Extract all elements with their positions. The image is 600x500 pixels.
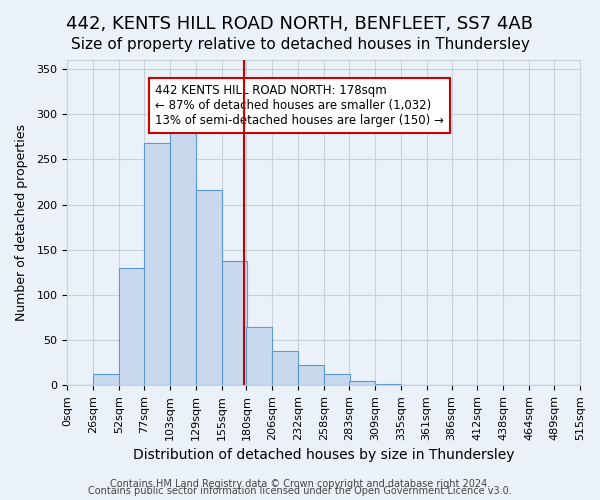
Bar: [170, 126, 196, 386]
Text: Size of property relative to detached houses in Thundersley: Size of property relative to detached ho…: [71, 38, 529, 52]
Text: 442, KENTS HILL ROAD NORTH, BENFLEET, SS7 4AB: 442, KENTS HILL ROAD NORTH, BENFLEET, SS…: [67, 15, 533, 33]
Text: Contains public sector information licensed under the Open Government Licence v3: Contains public sector information licen…: [88, 486, 512, 496]
Bar: [324, 374, 350, 386]
Bar: [298, 366, 324, 386]
Text: 442 KENTS HILL ROAD NORTH: 178sqm
← 87% of detached houses are smaller (1,032)
1: 442 KENTS HILL ROAD NORTH: 178sqm ← 87% …: [155, 84, 443, 126]
Bar: [119, 268, 145, 386]
Bar: [349, 381, 375, 386]
Bar: [272, 351, 298, 386]
Bar: [93, 374, 119, 386]
X-axis label: Distribution of detached houses by size in Thundersley: Distribution of detached houses by size …: [133, 448, 514, 462]
Bar: [247, 328, 272, 386]
Bar: [221, 260, 247, 386]
Text: Contains HM Land Registry data © Crown copyright and database right 2024.: Contains HM Land Registry data © Crown c…: [110, 479, 490, 489]
Bar: [196, 190, 221, 386]
Y-axis label: Number of detached properties: Number of detached properties: [15, 124, 28, 321]
Bar: [375, 384, 401, 386]
Bar: [144, 143, 170, 386]
